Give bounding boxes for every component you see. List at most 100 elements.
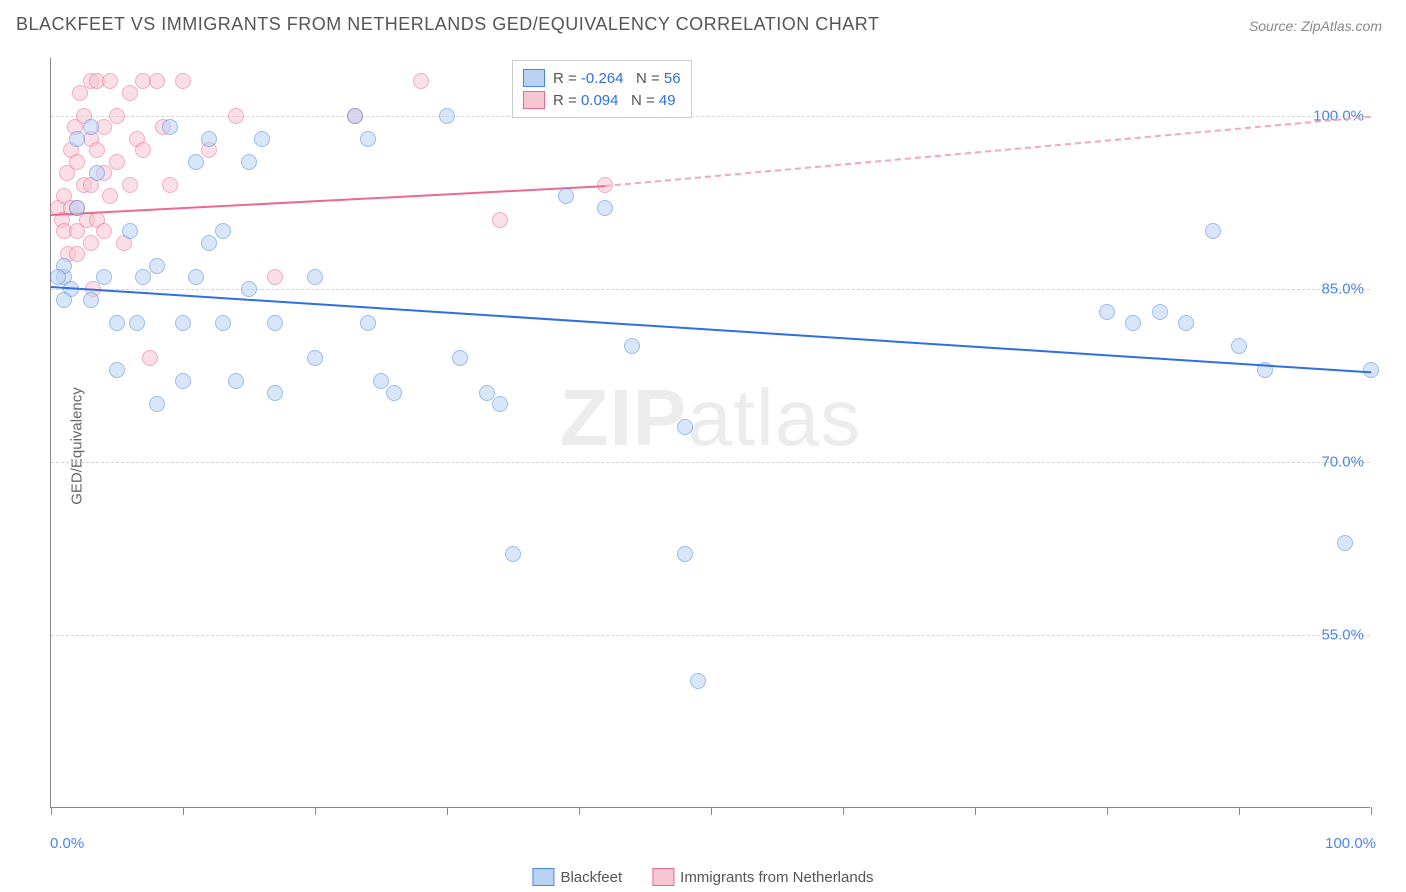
data-point	[69, 131, 85, 147]
data-point	[558, 188, 574, 204]
x-tick	[975, 807, 976, 815]
data-point	[122, 177, 138, 193]
data-point	[135, 142, 151, 158]
data-point	[597, 200, 613, 216]
data-point	[1125, 315, 1141, 331]
data-point	[267, 385, 283, 401]
data-point	[188, 154, 204, 170]
gridline	[51, 635, 1370, 636]
data-point	[307, 269, 323, 285]
data-point	[690, 673, 706, 689]
data-point	[83, 292, 99, 308]
data-point	[413, 73, 429, 89]
data-point	[677, 419, 693, 435]
data-point	[677, 546, 693, 562]
data-point	[89, 142, 105, 158]
data-point	[162, 119, 178, 135]
data-point	[89, 165, 105, 181]
data-point	[1205, 223, 1221, 239]
scatter-plot: ZIPatlas 55.0%70.0%85.0%100.0%	[50, 58, 1370, 808]
x-tick	[315, 807, 316, 815]
data-point	[201, 131, 217, 147]
data-point	[56, 292, 72, 308]
x-tick	[1371, 807, 1372, 815]
swatch-icon	[523, 69, 545, 87]
data-point	[254, 131, 270, 147]
data-point	[135, 269, 151, 285]
data-point	[122, 223, 138, 239]
data-point	[215, 315, 231, 331]
swatch-series-1	[652, 868, 674, 886]
data-point	[1363, 362, 1379, 378]
stats-legend: R = -0.264 N = 56 R = 0.094 N = 49	[512, 60, 692, 118]
data-point	[1231, 338, 1247, 354]
x-tick	[51, 807, 52, 815]
data-point	[102, 73, 118, 89]
data-point	[109, 315, 125, 331]
data-point	[129, 315, 145, 331]
data-point	[83, 119, 99, 135]
data-point	[241, 281, 257, 297]
data-point	[175, 373, 191, 389]
x-axis-start-label: 0.0%	[50, 835, 84, 852]
data-point	[479, 385, 495, 401]
data-point	[83, 235, 99, 251]
data-point	[241, 154, 257, 170]
data-point	[624, 338, 640, 354]
stats-text: R = 0.094 N = 49	[553, 92, 676, 109]
data-point	[215, 223, 231, 239]
trend-line	[51, 286, 1371, 373]
data-point	[109, 154, 125, 170]
data-point	[102, 188, 118, 204]
data-point	[109, 362, 125, 378]
x-tick	[711, 807, 712, 815]
data-point	[201, 235, 217, 251]
source-label: Source: ZipAtlas.com	[1249, 18, 1382, 34]
data-point	[228, 108, 244, 124]
data-point	[96, 223, 112, 239]
trend-line	[605, 116, 1371, 187]
y-tick-label: 55.0%	[1321, 626, 1364, 643]
swatch-series-0	[532, 868, 554, 886]
stats-row: R = -0.264 N = 56	[523, 67, 681, 89]
stats-row: R = 0.094 N = 49	[523, 89, 681, 111]
data-point	[439, 108, 455, 124]
data-point	[267, 269, 283, 285]
gridline	[51, 116, 1370, 117]
data-point	[360, 131, 376, 147]
data-point	[452, 350, 468, 366]
data-point	[373, 373, 389, 389]
data-point	[50, 269, 66, 285]
data-point	[69, 154, 85, 170]
data-point	[492, 212, 508, 228]
data-point	[175, 315, 191, 331]
legend-label-0: Blackfeet	[560, 869, 622, 886]
data-point	[69, 200, 85, 216]
y-tick-label: 70.0%	[1321, 453, 1364, 470]
x-tick	[1239, 807, 1240, 815]
data-point	[175, 73, 191, 89]
data-point	[142, 350, 158, 366]
legend-label-1: Immigrants from Netherlands	[680, 869, 873, 886]
data-point	[109, 108, 125, 124]
watermark: ZIPatlas	[560, 372, 861, 464]
data-point	[149, 258, 165, 274]
data-point	[149, 73, 165, 89]
data-point	[347, 108, 363, 124]
y-tick-label: 85.0%	[1321, 280, 1364, 297]
data-point	[1099, 304, 1115, 320]
data-point	[69, 246, 85, 262]
chart-title: BLACKFEET VS IMMIGRANTS FROM NETHERLANDS…	[16, 14, 879, 35]
data-point	[505, 546, 521, 562]
data-point	[307, 350, 323, 366]
data-point	[149, 396, 165, 412]
stats-text: R = -0.264 N = 56	[553, 70, 681, 87]
x-tick	[579, 807, 580, 815]
data-point	[1152, 304, 1168, 320]
gridline	[51, 462, 1370, 463]
data-point	[360, 315, 376, 331]
x-tick	[843, 807, 844, 815]
data-point	[386, 385, 402, 401]
x-tick	[183, 807, 184, 815]
data-point	[96, 269, 112, 285]
